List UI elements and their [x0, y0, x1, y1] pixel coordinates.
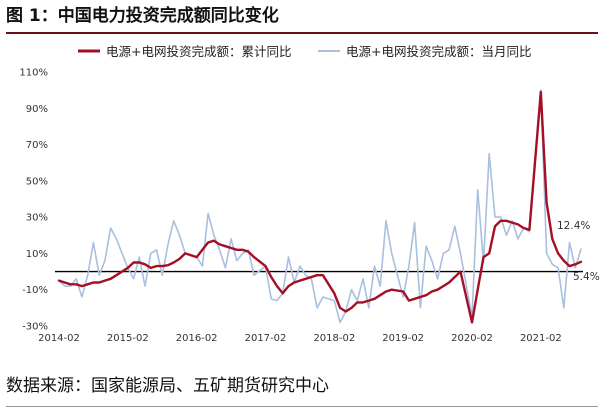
annotation-layer: 12.4% 5.4%	[557, 220, 600, 283]
y-tick-label: 10%	[26, 249, 48, 260]
y-tick-label: 90%	[26, 104, 48, 115]
x-tick-label: 2021-02	[520, 333, 562, 344]
y-tick-label: -30%	[22, 322, 48, 333]
x-tick-label: 2020-02	[451, 333, 493, 344]
x-tick-label: 2018-02	[313, 333, 355, 344]
series-line-2	[58, 89, 582, 324]
series-line-1	[57, 90, 583, 324]
figure-title: 图 1：中国电力投资完成额同比变化	[6, 6, 279, 26]
line-chart: 电源+电网投资完成额：累计同比 电源+电网投资完成额：当月同比 -30% -10% 1…	[19, 44, 600, 344]
y-tick-label: 70%	[26, 140, 48, 151]
y-tick-label: 30%	[26, 213, 48, 224]
legend-label-1: 电源+电网投资完成额：累计同比	[106, 44, 291, 59]
y-axis: -30% -10% 10% 30% 50% 70% 90% 110%	[19, 68, 48, 333]
x-tick-label: 2019-02	[382, 333, 424, 344]
data-label: 5.4%	[573, 271, 600, 283]
data-source-note: 数据来源：国家能源局、五矿期货研究中心	[6, 376, 329, 396]
chart-legend: 电源+电网投资完成额：累计同比 电源+电网投资完成额：当月同比	[78, 44, 531, 59]
y-tick-label: 50%	[26, 176, 48, 187]
title-rule	[6, 32, 598, 34]
bottom-rule	[6, 406, 598, 407]
chart-area: 电源+电网投资完成额：累计同比 电源+电网投资完成额：当月同比 -30% -10% 1…	[0, 36, 604, 358]
x-tick-label: 2017-02	[245, 333, 287, 344]
legend-label-2: 电源+电网投资完成额：当月同比	[346, 44, 531, 59]
x-tick-label: 2015-02	[107, 333, 149, 344]
x-axis: 2014-02 2015-02 2016-02 2017-02 2018-02 2019-…	[38, 270, 583, 344]
data-label: 12.4%	[557, 220, 590, 232]
x-tick-label: 2014-02	[38, 333, 80, 344]
y-tick-label: -10%	[22, 285, 48, 296]
series-layer	[57, 89, 583, 324]
y-tick-label: 110%	[19, 68, 48, 79]
x-tick-label: 2016-02	[176, 333, 218, 344]
